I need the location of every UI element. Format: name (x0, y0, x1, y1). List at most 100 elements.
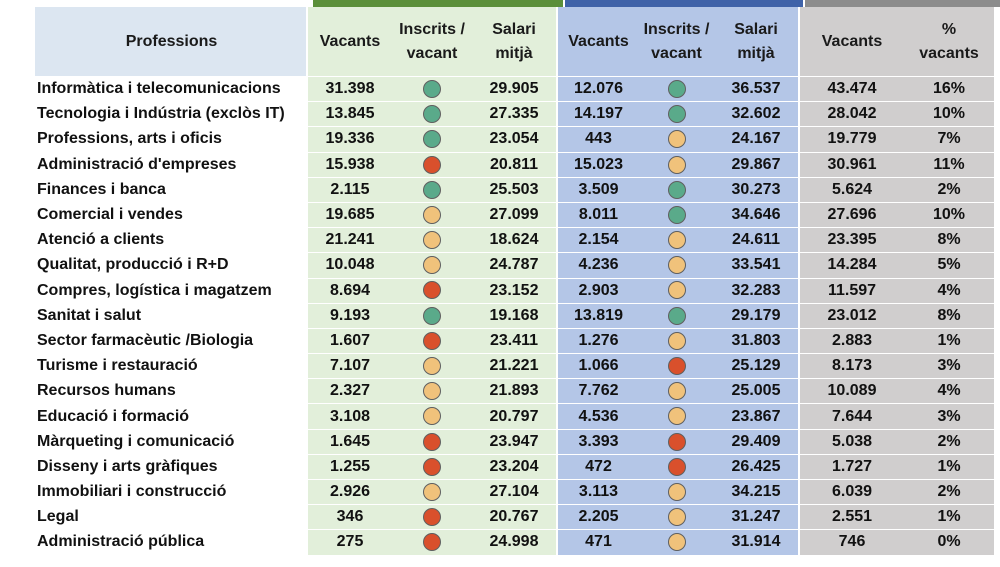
percent-vacants-cell: 1% (904, 504, 994, 531)
salari-cell: 21.221 (472, 353, 557, 380)
vacants-cell: 14.197 (556, 101, 639, 128)
vacants-cell: 9.193 (306, 303, 392, 329)
vacants-cell: 19.685 (306, 202, 392, 229)
salari-cell: 29.409 (714, 429, 799, 455)
salari-cell: 24.998 (472, 529, 557, 556)
vacants-cell: 8.011 (556, 202, 639, 229)
status-dot-icon (423, 105, 441, 124)
percent-vacants-cell: 4% (904, 278, 994, 304)
inscrits-indicator (392, 177, 472, 203)
vacants-cell: 275 (306, 529, 392, 556)
salari-cell: 27.099 (472, 202, 557, 229)
profession-name: Recursos humans (35, 378, 307, 405)
salari-cell: 31.914 (714, 529, 799, 556)
salari-cell: 34.215 (714, 479, 799, 506)
total-vacants-cell: 23.012 (798, 303, 904, 329)
inscrits-indicator (392, 76, 472, 103)
inscrits-indicator (639, 429, 714, 455)
profession-name: Qualitat, producció i R+D (35, 252, 307, 279)
vacants-cell: 472 (556, 454, 639, 481)
salari-cell: 20.797 (472, 403, 557, 430)
total-vacants-cell: 2.551 (798, 504, 904, 531)
inscrits-indicator (392, 529, 472, 556)
table-row: Màrqueting i comunicació 1.645 23.947 3.393… (35, 429, 994, 455)
vacants-cell: 3.509 (556, 177, 639, 203)
percent-vacants-cell: 2% (904, 479, 994, 506)
status-dot-icon (667, 281, 686, 300)
salari-cell: 32.283 (714, 278, 799, 304)
table-row: Legal 346 20.767 2.205 31.247 2.551 1% (35, 504, 994, 531)
percent-vacants-cell: 0% (904, 529, 994, 556)
inscrits-indicator (392, 202, 472, 229)
table-row: Tecnologia i Indústria (exclòs IT) 13.845… (35, 101, 994, 128)
status-dot-icon (667, 105, 686, 124)
group1-header-bar (313, 0, 563, 7)
status-dot-icon (423, 155, 441, 174)
percent-vacants-cell: 2% (904, 429, 994, 455)
total-vacants-cell: 6.039 (798, 479, 904, 506)
table-row: Sector farmacèutic /Biologia 1.607 23.411 1… (35, 328, 994, 355)
inscrits-indicator (392, 378, 472, 405)
salari-cell: 25.503 (472, 177, 557, 203)
status-dot-icon (423, 130, 441, 149)
table-row: Educació i formació 3.108 20.797 4.536 23.86… (35, 403, 994, 430)
vacants-cell: 13.845 (306, 101, 392, 128)
salari-cell: 20.811 (472, 152, 557, 178)
total-vacants-cell: 43.474 (798, 76, 904, 103)
table-row: Compres, logística i magatzem 8.694 23.152… (35, 278, 994, 304)
vacants-cell: 3.113 (556, 479, 639, 506)
inscrits-indicator (392, 353, 472, 380)
table-row: Disseny i arts gràfiques 1.255 23.204 472 26… (35, 454, 994, 481)
header-salari-2: Salari mitjà (714, 7, 799, 77)
status-dot-icon (667, 382, 686, 401)
table-row: Administració pública 275 24.998 471 31.914 7… (35, 529, 994, 556)
inscrits-indicator (392, 152, 472, 178)
inscrits-indicator (639, 227, 714, 254)
salari-cell: 23.054 (472, 126, 557, 153)
profession-name: Professions, arts i oficis (35, 126, 307, 153)
vacants-cell: 471 (556, 529, 639, 556)
vacants-cell: 1.645 (306, 429, 392, 455)
profession-name: Informàtica i telecomunicacions (35, 76, 307, 103)
professions-table: Professions Vacants Inscrits / vacant Sal… (35, 7, 994, 556)
total-vacants-cell: 1.727 (798, 454, 904, 481)
profession-name: Administració pública (35, 529, 307, 556)
status-dot-icon (667, 306, 686, 325)
inscrits-indicator (392, 252, 472, 279)
vacants-cell: 2.115 (306, 177, 392, 203)
vacants-cell: 2.926 (306, 479, 392, 506)
vacants-cell: 443 (556, 126, 639, 153)
header-salari-1: Salari mitjà (472, 7, 557, 77)
status-dot-icon (423, 432, 441, 451)
status-dot-icon (667, 205, 686, 224)
vacants-cell: 1.255 (306, 454, 392, 481)
profession-name: Sector farmacèutic /Biologia (35, 328, 307, 355)
percent-vacants-cell: 8% (904, 227, 994, 254)
status-dot-icon (667, 533, 686, 552)
inscrits-indicator (639, 177, 714, 203)
vacants-cell: 2.903 (556, 278, 639, 304)
status-dot-icon (667, 482, 686, 501)
inscrits-indicator (639, 303, 714, 329)
table-row: Recursos humans 2.327 21.893 7.762 25.005 10.… (35, 378, 994, 405)
inscrits-indicator (392, 227, 472, 254)
total-vacants-cell: 746 (798, 529, 904, 556)
salari-cell: 27.335 (472, 101, 557, 128)
header-vacants-2: Vacants (556, 7, 639, 77)
status-dot-icon (667, 79, 686, 98)
total-vacants-cell: 7.644 (798, 403, 904, 430)
salari-cell: 24.167 (714, 126, 799, 153)
status-dot-icon (423, 306, 441, 325)
vacants-cell: 13.819 (556, 303, 639, 329)
table-row: Comercial i vendes 19.685 27.099 8.011 34.64… (35, 202, 994, 229)
status-dot-icon (667, 357, 686, 376)
total-vacants-cell: 5.038 (798, 429, 904, 455)
table-row: Finances i banca 2.115 25.503 3.509 30.273 5.… (35, 177, 994, 203)
percent-vacants-cell: 3% (904, 353, 994, 380)
profession-name: Turisme i restauració (35, 353, 307, 380)
header-row: Professions Vacants Inscrits / vacant Sal… (35, 7, 994, 77)
inscrits-indicator (392, 454, 472, 481)
total-vacants-cell: 30.961 (798, 152, 904, 178)
status-dot-icon (667, 256, 686, 275)
status-dot-icon (423, 382, 441, 401)
